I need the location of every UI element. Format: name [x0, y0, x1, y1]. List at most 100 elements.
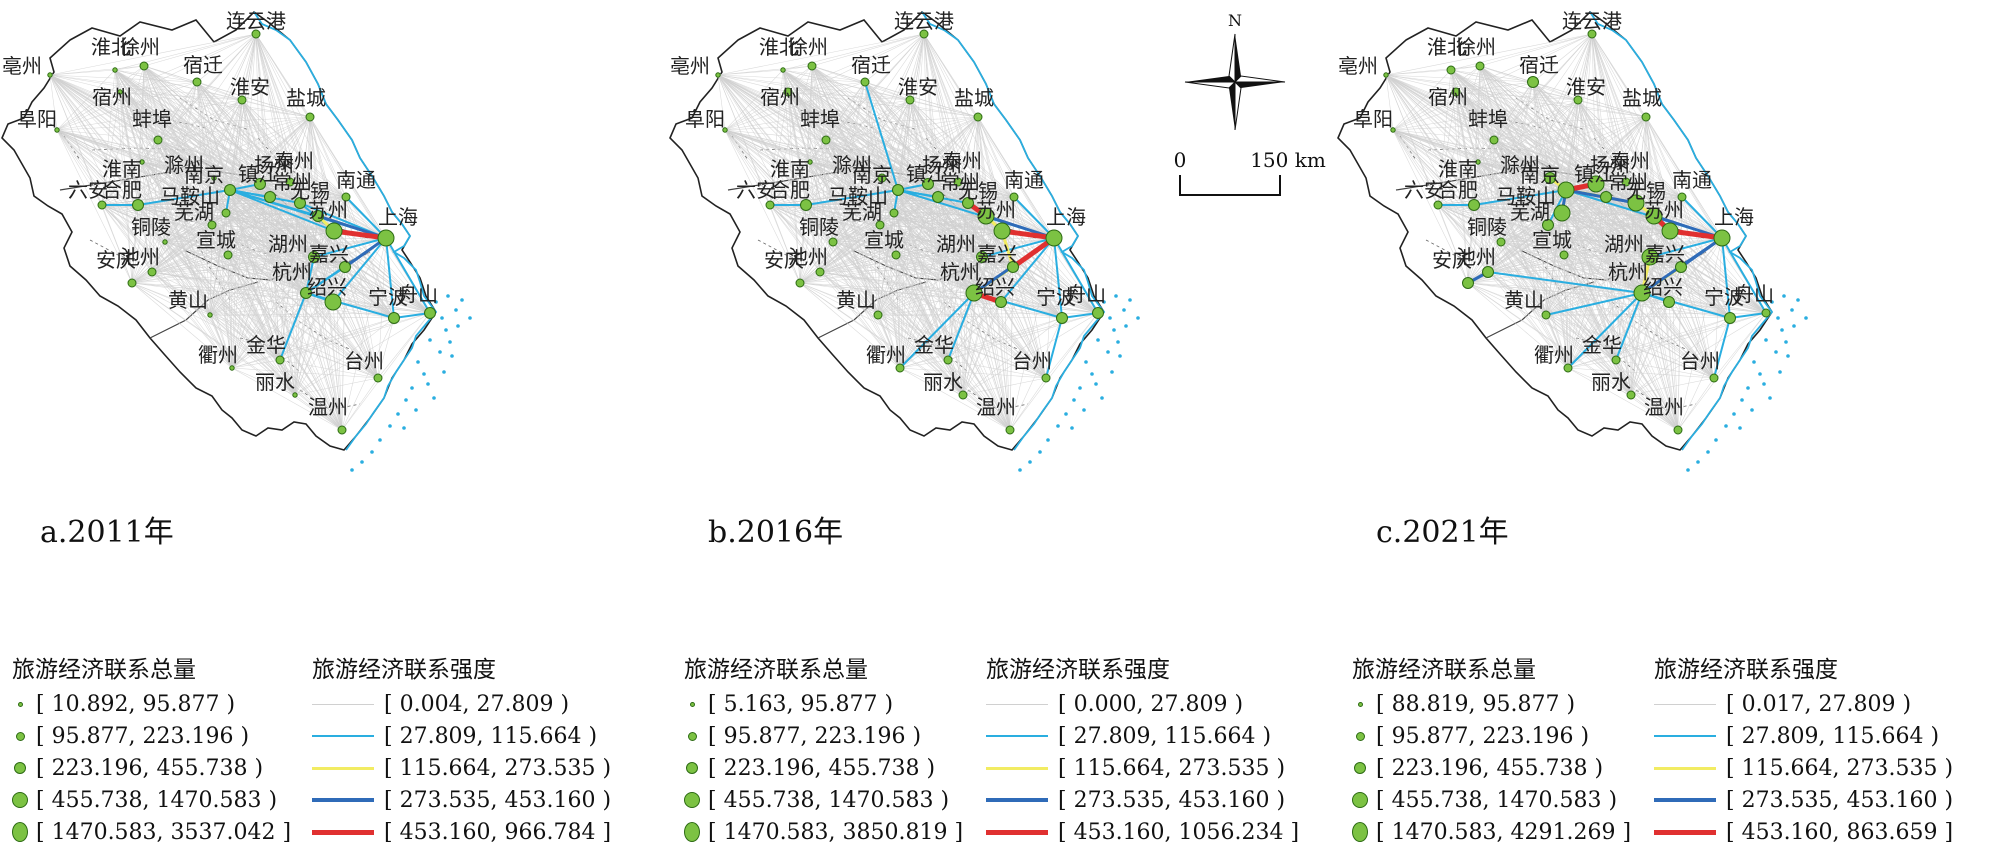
- link-杭州-衢州: [899, 292, 975, 369]
- link-上海-舟山: [1053, 237, 1099, 314]
- link-南京-无锡: [229, 189, 319, 217]
- city-node-滁州: [1544, 172, 1556, 184]
- link-上海-宁波: [385, 237, 395, 319]
- link-上海-湖州: [1649, 237, 1723, 258]
- city-node-衢州: [895, 363, 905, 373]
- legend-title-strength: 旅游经济联系强度: [312, 657, 496, 683]
- city-label: 黄山: [1504, 288, 1544, 312]
- legend-class-label: [ 1470.583, 3537.042 ]: [36, 819, 292, 845]
- city-label: 绍兴: [307, 275, 347, 299]
- link-上海-苏州: [331, 228, 389, 241]
- city-node-南京: [1557, 181, 1575, 199]
- city-label: 合肥: [102, 178, 142, 202]
- legend-circle-symbol: [684, 792, 700, 808]
- city-node-杭州: [1633, 284, 1651, 302]
- city-label: 蚌埠: [800, 107, 840, 131]
- legend-row: [ 1470.583, 3537.042 ]: [12, 816, 291, 848]
- city-label: 蚌埠: [132, 107, 172, 131]
- city-label: 淮南: [102, 157, 142, 181]
- city-label: 淮北: [1427, 35, 1467, 59]
- city-node-泰州: [285, 177, 295, 187]
- city-label: 衢州: [1534, 343, 1574, 367]
- legend-circle-symbol: [1354, 762, 1366, 774]
- city-node-淮南: [807, 159, 813, 165]
- city-label: 上海: [1046, 205, 1086, 229]
- city-node-舟山: [1092, 307, 1104, 319]
- legend-total-2016: 旅游经济联系总量 [ 5.163, 95.877 ) [ 95.877, 223.…: [684, 650, 963, 848]
- legend-row: [ 88.819, 95.877 ): [1352, 688, 1631, 720]
- islands: [1686, 294, 1808, 472]
- city-node-泰州: [953, 177, 963, 187]
- legend-class-label: [ 455.738, 1470.583 ): [36, 787, 278, 813]
- legend-row: [ 115.664, 273.535 ): [986, 752, 1299, 784]
- link-上海-舟山: [385, 237, 431, 314]
- city-node-无锡: [977, 207, 995, 225]
- legend-row: [ 5.163, 95.877 ): [684, 688, 963, 720]
- city-label: 池州: [1456, 245, 1496, 269]
- city-label: 台州: [1012, 349, 1052, 373]
- legend-line-symbol: [986, 735, 1048, 737]
- link-杭州-池州: [1487, 271, 1643, 294]
- city-label: 芜湖: [1510, 200, 1550, 224]
- city-label: 湖州: [268, 232, 308, 256]
- legend-class-label: [ 115.664, 273.535 ): [1058, 755, 1286, 781]
- city-label: 淮安: [1566, 75, 1606, 99]
- city-node-南通: [341, 192, 351, 202]
- city-node-台州: [373, 373, 383, 383]
- city-node-金华: [275, 355, 285, 365]
- weak-links: [717, 33, 1099, 431]
- city-node-阜阳: [54, 127, 60, 133]
- city-label: 铜陵: [799, 215, 839, 239]
- city-node-嘉兴: [339, 261, 351, 273]
- city-node-合肥: [1468, 199, 1480, 211]
- city-label: 芜湖: [174, 200, 214, 224]
- city-node-六安: [1433, 200, 1443, 210]
- link-宁波-舟山: [1729, 312, 1767, 319]
- city-label: 合肥: [770, 178, 810, 202]
- legend-title-strength: 旅游经济联系强度: [986, 657, 1170, 683]
- city-node-宿迁: [192, 77, 202, 87]
- link-杭州-衢州: [1567, 292, 1643, 369]
- city-label: 泰州: [942, 149, 982, 173]
- city-label: 南京: [184, 163, 224, 187]
- legend-title-total: 旅游经济联系总量: [684, 657, 868, 683]
- legend-title-strength: 旅游经济联系强度: [1654, 657, 1838, 683]
- legend-row: [ 453.160, 863.659 ]: [1654, 816, 1953, 848]
- legend-strength-2021: 旅游经济联系强度 [ 0.017, 27.809 ) [ 27.809, 115.…: [1654, 650, 1953, 848]
- city-label: 绍兴: [1643, 275, 1683, 299]
- city-label: 无锡: [290, 179, 330, 203]
- legend-row: [ 0.017, 27.809 ): [1654, 688, 1953, 720]
- map-2011: 连云港徐州宿迁 淮北亳州宿州 淮安 盐城阜阳 蚌埠淮南 滁州 泰州扬州镇江南京 南通 六安合肥马…: [1, 9, 472, 472]
- city-node-绍兴: [1663, 296, 1675, 308]
- city-label: 黄山: [168, 288, 208, 312]
- city-label: 宿州: [1428, 85, 1468, 109]
- legend-total-2011: 旅游经济联系总量 [ 10.892, 95.877 ) [ 95.877, 223…: [12, 650, 291, 848]
- city-label: 宁波: [368, 285, 408, 309]
- city-node-常州: [962, 197, 974, 209]
- legend-class-label: [ 95.877, 223.196 ): [708, 723, 922, 749]
- city-node-宿州: [117, 89, 123, 95]
- legend-line-symbol: [986, 829, 1048, 835]
- city-label: 滁州: [164, 153, 204, 177]
- link-上海-湖州: [313, 237, 387, 258]
- legend-line-symbol: [986, 703, 1048, 705]
- city-node-黄山: [207, 312, 213, 318]
- city-node-铜陵: [828, 237, 838, 247]
- legend-class-label: [ 88.819, 95.877 ): [1376, 691, 1576, 717]
- city-node-宁波: [388, 312, 400, 324]
- city-node-徐州: [139, 61, 149, 71]
- link-宁波-舟山: [393, 312, 431, 319]
- scale-zero-label: 0: [1174, 148, 1187, 172]
- city-label: 杭州: [1608, 260, 1648, 284]
- legend-class-label: [ 453.160, 863.659 ]: [1726, 819, 1954, 845]
- legend-row: [ 1470.583, 4291.269 ]: [1352, 816, 1631, 848]
- city-label: 常州: [940, 170, 980, 194]
- city-node-盐城: [1641, 112, 1651, 122]
- link-上海-宁波: [1053, 237, 1063, 319]
- city-label: 淮南: [770, 157, 810, 181]
- link-上海-南通: [1013, 196, 1055, 239]
- city-node-池州: [815, 267, 825, 277]
- legend-circle-symbol: [12, 792, 28, 808]
- city-label: 蚌埠: [1468, 107, 1508, 131]
- city-label: 宿州: [92, 85, 132, 109]
